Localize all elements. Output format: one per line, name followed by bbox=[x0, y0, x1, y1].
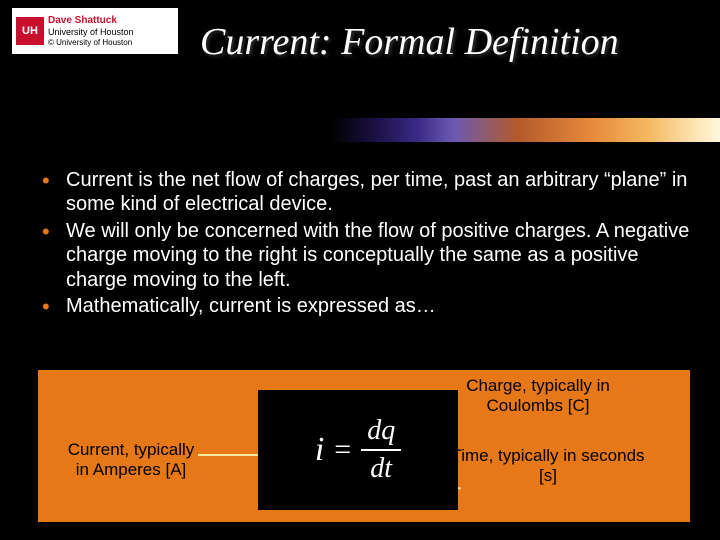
equation-box: i = dq dt bbox=[258, 390, 458, 510]
gradient-divider bbox=[0, 118, 720, 142]
annotation-current: Current, typically in Amperes [A] bbox=[66, 440, 196, 479]
fraction: dq dt bbox=[361, 415, 401, 485]
equals-sign: = bbox=[334, 433, 351, 467]
slide-title: Current: Formal Definition bbox=[200, 20, 710, 64]
denominator: dt bbox=[364, 451, 398, 485]
institution-name: University of Houston bbox=[48, 27, 134, 38]
annotation-charge: Charge, typically in Coulombs [C] bbox=[438, 376, 638, 415]
bullet-item: Current is the net flow of charges, per … bbox=[38, 168, 690, 217]
copyright-text: © University of Houston bbox=[48, 38, 134, 48]
equation: i = dq dt bbox=[315, 415, 401, 485]
annotation-time: Time, typically in seconds [s] bbox=[448, 446, 648, 485]
bullet-item: Mathematically, current is expressed as… bbox=[38, 294, 690, 318]
uh-logo-icon: UH bbox=[16, 17, 44, 45]
logo-box: UH Dave Shattuck University of Houston ©… bbox=[10, 6, 180, 56]
bullet-item: We will only be concerned with the flow … bbox=[38, 219, 690, 292]
equation-lhs: i bbox=[315, 431, 324, 469]
logo-text: Dave Shattuck University of Houston © Un… bbox=[48, 15, 134, 47]
numerator: dq bbox=[361, 415, 401, 449]
author-name: Dave Shattuck bbox=[48, 15, 134, 27]
bullet-list: Current is the net flow of charges, per … bbox=[38, 168, 690, 320]
formula-box: Charge, typically in Coulombs [C] Curren… bbox=[38, 370, 690, 522]
